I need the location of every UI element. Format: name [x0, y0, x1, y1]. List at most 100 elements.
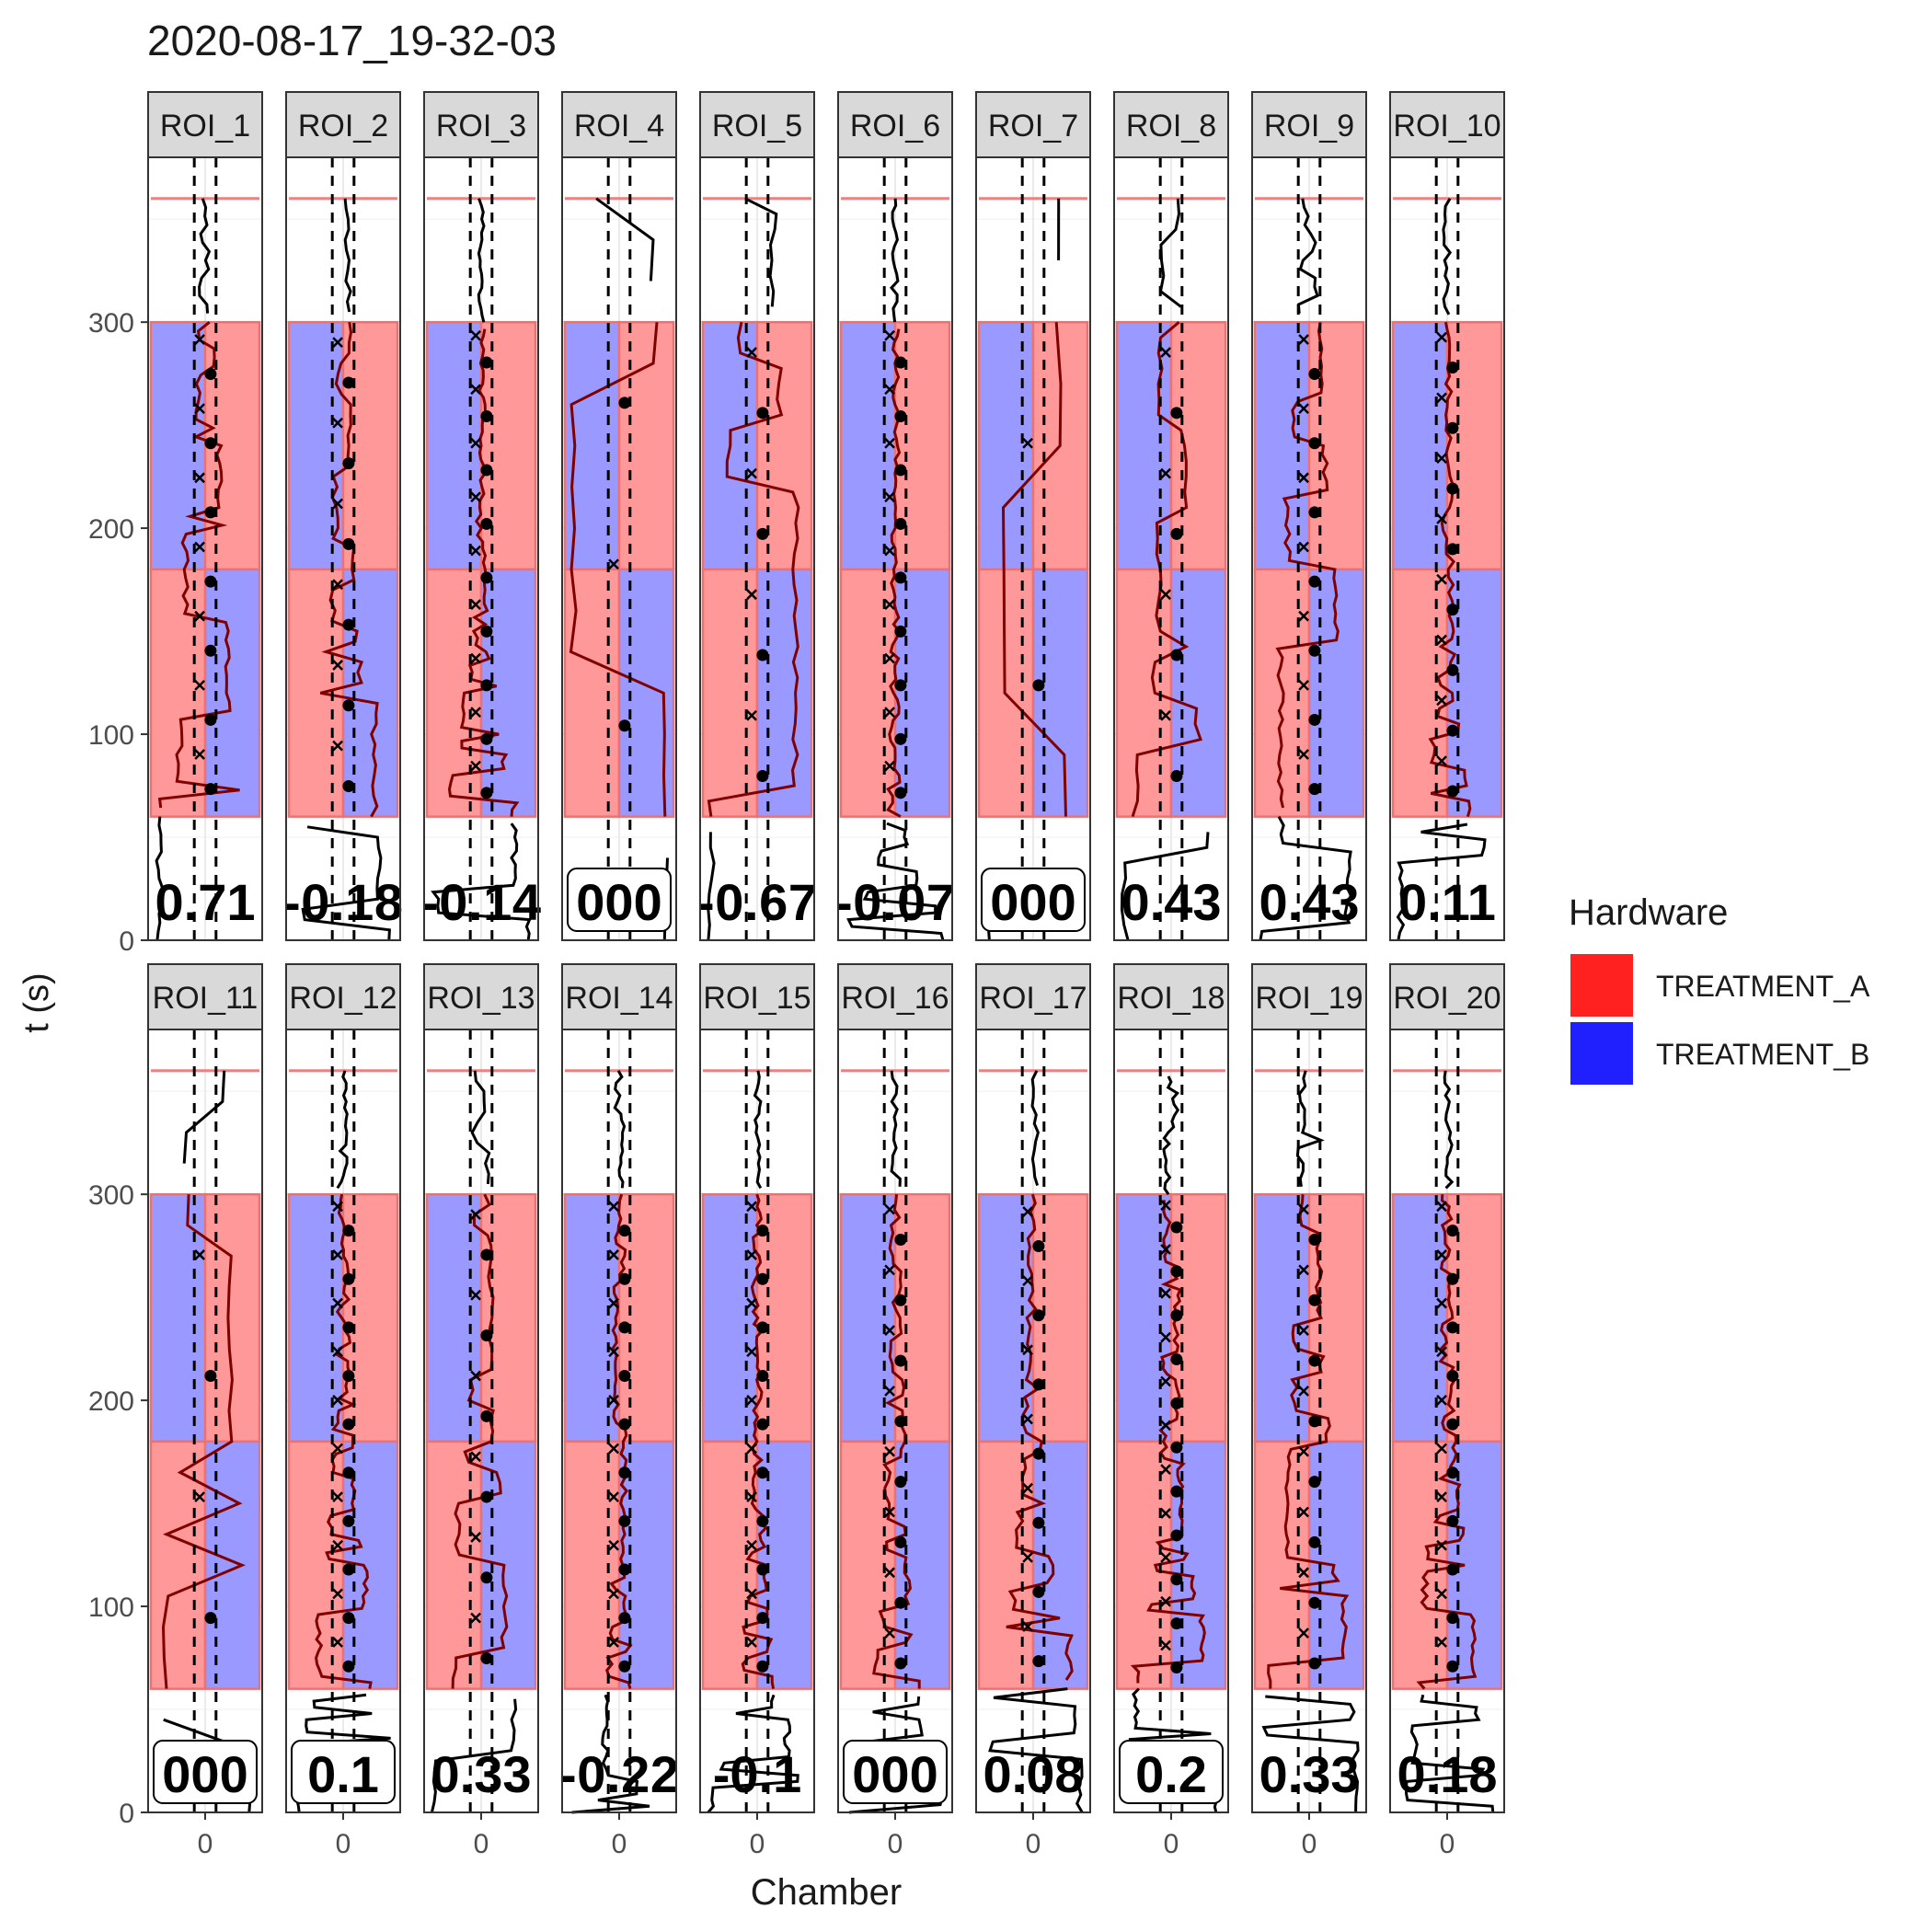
crossing-cross: [884, 1506, 895, 1518]
crossing-dot: [1170, 1617, 1183, 1630]
trace-line: [198, 198, 212, 314]
crossing-dot: [756, 1612, 769, 1625]
panel-roi-10: 0.11 ROI_10: [1389, 91, 1505, 942]
crossing-cross: [194, 472, 205, 484]
treatment-region: [1115, 1440, 1173, 1690]
legend-key-1: [1570, 954, 1633, 1017]
score-text: -0.22: [559, 1745, 679, 1803]
y-tick-label: 200: [88, 514, 134, 545]
crossing-cross: [884, 384, 895, 396]
crossing-cross: [1160, 1375, 1171, 1387]
crossing-cross: [608, 1394, 619, 1406]
score-label: 0.1: [291, 1740, 396, 1804]
crossing-dot: [1032, 1378, 1045, 1391]
crossing-cross: [746, 1249, 757, 1260]
crossing-cross: [608, 1539, 619, 1551]
crossing-dot: [1308, 783, 1321, 796]
crossing-dot: [756, 1272, 769, 1285]
crossing-dot: [342, 1514, 355, 1527]
crossing-dot: [894, 409, 907, 422]
crossing-cross: [1160, 1420, 1171, 1432]
crossing-dot: [1446, 1612, 1459, 1625]
trace-line: [707, 1694, 799, 1813]
strip-label: ROI_8: [1126, 109, 1216, 144]
crossing-dot: [894, 517, 907, 530]
strip-background: [1251, 963, 1367, 1030]
strip-label: ROI_2: [298, 109, 388, 144]
trace-line: [890, 198, 900, 323]
trace-line: [569, 322, 667, 817]
trace-line: [1120, 832, 1210, 941]
treatment-region: [479, 1440, 537, 1690]
crossing-dot: [1446, 1466, 1459, 1479]
trace-line: [741, 1193, 776, 1689]
treatment-region: [149, 320, 207, 571]
y-axis-row-1: 0 100 200 300: [88, 308, 148, 957]
score-label: 0.33: [1259, 1745, 1360, 1803]
trace-line: [1295, 1070, 1325, 1187]
crossing-cross: [1160, 467, 1171, 479]
crossing-cross: [470, 1370, 481, 1382]
crossing-dot: [756, 649, 769, 661]
score-label: 0.08: [983, 1745, 1084, 1803]
strip-background: [147, 91, 263, 158]
strip-label: ROI_6: [850, 109, 940, 144]
score-text: 0.33: [431, 1745, 532, 1803]
crossing-cross: [1436, 392, 1447, 404]
score-label: 000: [981, 868, 1086, 932]
treatment-region: [149, 568, 207, 818]
y-axis-title: t (s): [17, 972, 56, 1032]
crossing-cross: [1298, 679, 1309, 691]
crossing-dot: [1446, 785, 1459, 798]
score-label: 000: [153, 1740, 258, 1804]
treatment-region: [287, 1192, 345, 1443]
score-label: 0.43: [1259, 873, 1360, 931]
crossing-dot: [342, 1370, 355, 1383]
trace-line: [1404, 1694, 1495, 1813]
strip-background: [837, 91, 953, 158]
strip-background: [423, 91, 539, 158]
crossing-dot: [480, 409, 493, 422]
treatment-region: [1031, 1440, 1089, 1690]
crossing-cross: [884, 329, 895, 341]
y-axis-row-2: 0 100 200 300: [88, 1180, 148, 1829]
x-tick-label: 0: [1164, 1829, 1179, 1859]
crossing-cross: [608, 1249, 619, 1260]
crossing-cross: [1160, 709, 1171, 721]
crossing-dot: [1446, 604, 1459, 616]
crossing-dot: [1032, 1655, 1045, 1668]
crossing-dot: [1446, 421, 1459, 434]
crossing-cross: [746, 1297, 757, 1309]
crossing-cross: [1436, 1346, 1447, 1358]
crossing-cross: [1436, 453, 1447, 465]
crossing-cross: [746, 1394, 757, 1406]
panel-roi-15: -0.1 ROI_15 0: [699, 963, 815, 1859]
crossing-dot: [480, 1248, 493, 1261]
crossing-dot: [1170, 407, 1183, 420]
score-text: -0.1: [713, 1745, 802, 1803]
crossing-cross: [332, 579, 343, 591]
panel-roi-3: -0.14 ROI_3: [421, 91, 541, 942]
crossing-cross: [1298, 403, 1309, 415]
crossing-cross: [1298, 1264, 1309, 1276]
trace-line: [301, 825, 391, 941]
trace-line: [1296, 198, 1319, 314]
crossing-dot: [1446, 1514, 1459, 1527]
trace-line: [707, 832, 716, 941]
crossing-dot: [342, 376, 355, 389]
score-box: [291, 1740, 396, 1804]
crossing-dot: [756, 1563, 769, 1576]
legend-label-1: TREATMENT_A: [1656, 970, 1870, 1003]
strip-label: ROI_15: [703, 981, 811, 1016]
trace-line: [477, 198, 486, 323]
crossing-cross: [1298, 541, 1309, 553]
treatment-region: [1169, 320, 1227, 571]
y-tick-label: 100: [88, 720, 134, 751]
trace-line: [886, 328, 902, 818]
crossing-dot: [204, 575, 217, 588]
treatment-region: [893, 568, 951, 818]
crossing-dot: [204, 1370, 217, 1383]
treatment-region: [563, 568, 621, 818]
crossing-dot: [1032, 1240, 1045, 1253]
crossing-cross: [332, 1201, 343, 1213]
